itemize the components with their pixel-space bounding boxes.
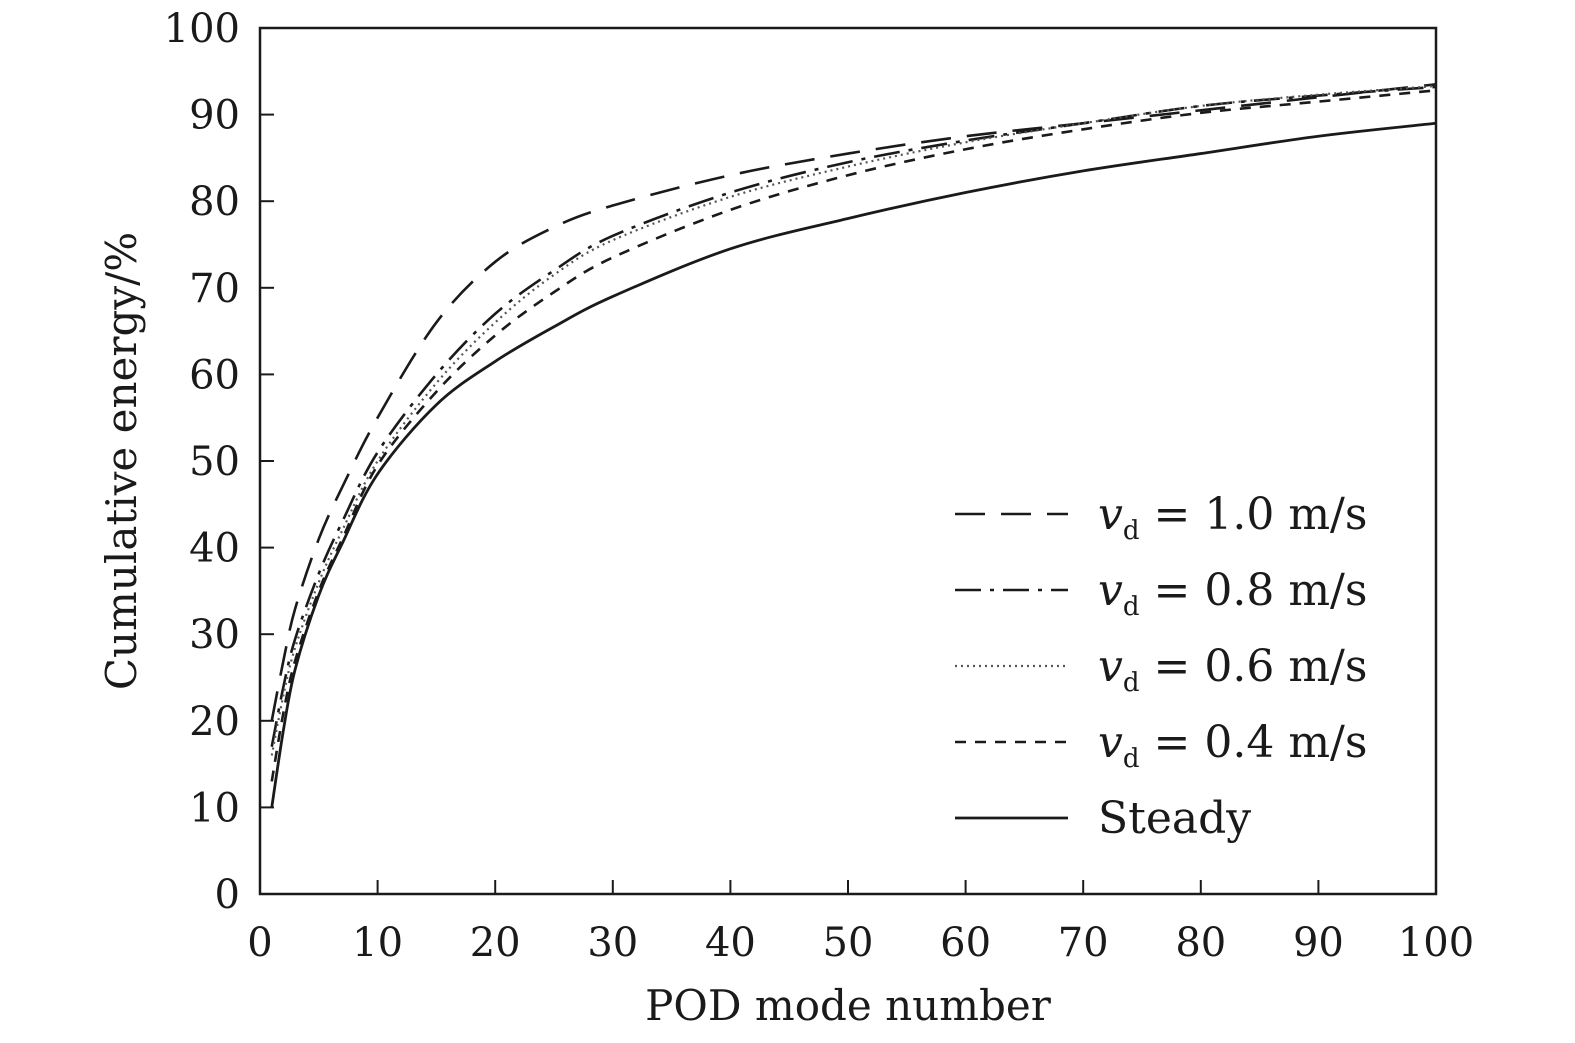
legend-subscript: d (1123, 744, 1140, 774)
y-tick-label: 40 (189, 526, 240, 572)
y-tick-label: 30 (189, 612, 240, 658)
x-tick-label: 50 (823, 920, 874, 966)
x-tick-label: 60 (940, 920, 991, 966)
y-tick-label: 20 (189, 699, 240, 745)
legend-label-5: Steady (1098, 793, 1251, 844)
legend-subscript: d (1123, 592, 1140, 622)
y-axis-ticks: 0 10 20 30 40 50 60 70 80 90 100 (164, 6, 274, 918)
legend-label-2: vd = 0.8 m/s (1098, 565, 1367, 622)
x-tick-label: 20 (470, 920, 521, 966)
legend-symbol: v (1098, 717, 1123, 768)
y-tick-label: 80 (189, 179, 240, 225)
legend-rest: = 0.6 m/s (1140, 641, 1368, 692)
legend-subscript: d (1123, 668, 1140, 698)
series-line-2 (270, 85, 1437, 748)
x-axis-title: POD mode number (645, 981, 1052, 1030)
legend-label-3: vd = 0.6 m/s (1098, 641, 1367, 698)
x-tick-label: 100 (1398, 920, 1474, 966)
x-tick-label: 30 (587, 920, 638, 966)
y-tick-label: 60 (189, 352, 240, 398)
y-tick-label: 0 (215, 872, 240, 918)
series-line-1 (270, 82, 1437, 722)
x-tick-label: 90 (1293, 920, 1344, 966)
y-tick-label: 90 (189, 93, 240, 139)
legend-rest: = 0.8 m/s (1140, 565, 1368, 616)
x-axis-ticks: 0 10 20 30 40 50 60 70 80 90 100 (247, 880, 1474, 966)
legend-label-4: vd = 0.4 m/s (1098, 717, 1367, 774)
x-tick-label: 10 (352, 920, 403, 966)
legend-symbol: v (1098, 489, 1123, 540)
legend-label-1: vd = 1.0 m/s (1098, 489, 1367, 546)
y-axis-title: Cumulative energy/% (97, 232, 146, 690)
x-tick-label: 80 (1175, 920, 1226, 966)
legend: vd = 1.0 m/svd = 0.8 m/svd = 0.6 m/svd =… (955, 489, 1367, 844)
legend-symbol: v (1098, 565, 1123, 616)
y-tick-label: 50 (189, 439, 240, 485)
series-lines (270, 82, 1437, 808)
legend-rest: = 0.4 m/s (1140, 717, 1368, 768)
series-line-4 (270, 89, 1437, 782)
y-tick-label: 10 (189, 785, 240, 831)
x-tick-label: 0 (247, 920, 272, 966)
legend-symbol: v (1098, 641, 1123, 692)
x-tick-label: 70 (1058, 920, 1109, 966)
y-tick-label: 100 (164, 6, 240, 52)
series-line-5 (270, 121, 1437, 808)
legend-rest: = 1.0 m/s (1140, 489, 1368, 540)
legend-subscript: d (1123, 516, 1140, 546)
y-tick-label: 70 (189, 266, 240, 312)
x-tick-label: 40 (705, 920, 756, 966)
